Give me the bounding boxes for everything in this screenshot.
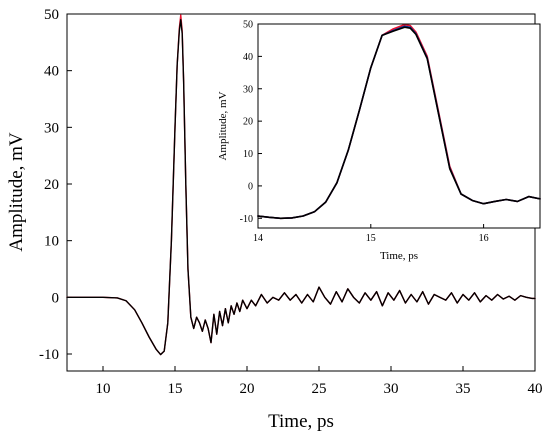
inset-y-tick-label: 30 (243, 84, 253, 95)
inset-plot-frame (257, 23, 541, 229)
main-x-tick-label: 30 (384, 381, 399, 397)
inset-y-tick-label: 20 (243, 117, 253, 128)
main-tick-labels: 10 15 20 25 30 35 40 -10 0 10 20 30 40 50 (39, 7, 543, 397)
inset-x-tick-label: 15 (366, 233, 376, 244)
main-y-tick-label: 50 (44, 7, 59, 23)
inset-y-tick-label: 10 (243, 149, 253, 160)
main-x-tick-label: 40 (528, 381, 543, 397)
inset-y-tick-label: 40 (243, 52, 253, 63)
main-y-tick-label: 30 (44, 120, 59, 136)
inset-ticks (257, 23, 485, 228)
inset-x-axis-label: Time, ps (380, 250, 418, 262)
inset-chart: 14 15 16 -10 0 10 20 30 40 50 Time, ps Amplitude,… (217, 20, 541, 262)
main-y-tick-label: 40 (44, 64, 59, 80)
inset-series-line-2 (257, 26, 541, 220)
main-x-tick-label: 10 (96, 381, 111, 397)
main-x-tick-label: 35 (456, 381, 471, 397)
main-y-tick-label: 20 (44, 177, 59, 193)
main-y-axis-label: Amplitude, mV (6, 132, 27, 252)
main-x-axis-label: Time, ps (268, 411, 334, 432)
main-x-tick-label: 25 (312, 381, 327, 397)
inset-y-axis-label: Amplitude, mV (217, 91, 229, 160)
main-series-line-1 (66, 18, 536, 356)
inset-tick-labels: 14 15 16 -10 0 10 20 30 40 50 (240, 20, 489, 245)
inset-y-tick-label: -10 (240, 214, 253, 225)
inset-series (257, 23, 541, 220)
main-y-tick-label: 0 (52, 290, 60, 306)
inset-x-tick-label: 16 (479, 233, 489, 244)
main-y-tick-label: 10 (44, 234, 59, 250)
main-x-tick-label: 20 (240, 381, 255, 397)
inset-x-tick-label: 14 (253, 233, 263, 244)
main-y-tick-label: -10 (39, 347, 59, 363)
inset-background (258, 24, 540, 228)
main-chart: 10 15 20 25 30 35 40 -10 0 10 20 30 40 50 Time, ps Am… (6, 7, 543, 432)
inset-y-tick-label: 50 (243, 20, 253, 31)
main-series (66, 14, 536, 356)
main-x-tick-label: 15 (168, 381, 183, 397)
inset-y-tick-label: 0 (248, 181, 253, 192)
